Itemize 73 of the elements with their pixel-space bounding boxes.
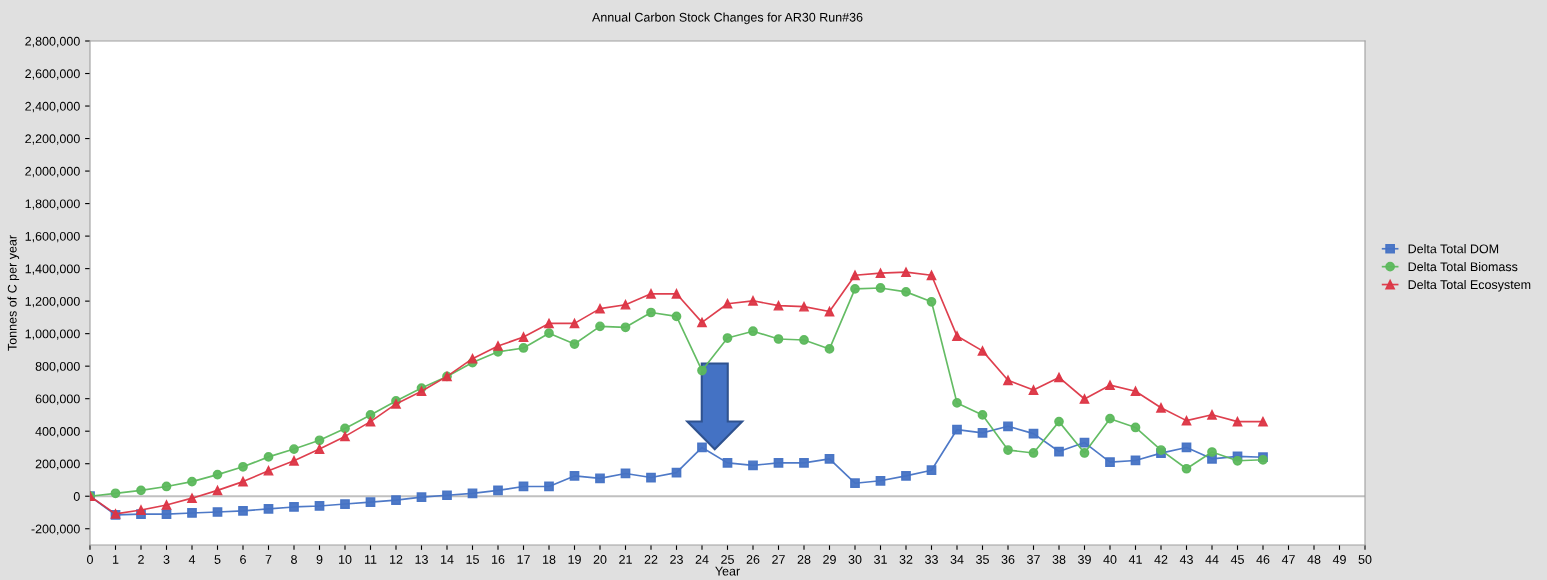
x-tick-label: 50	[1358, 555, 1372, 564]
y-tick-label: 2,200,000	[25, 134, 80, 145]
x-tick-label: 37	[1027, 555, 1040, 564]
y-axis-title: Tonnes of C per year	[7, 235, 20, 351]
x-tick-label: 20	[593, 555, 607, 564]
legend-label: Delta Total Ecosystem	[1408, 279, 1531, 292]
x-tick-label: 19	[568, 555, 581, 564]
x-tick-label: 29	[823, 555, 836, 564]
x-tick-label: 0	[87, 555, 93, 564]
x-tick-label: 4	[188, 555, 196, 564]
x-tick-label: 38	[1052, 555, 1066, 564]
y-tick-label: 600,000	[35, 394, 80, 405]
x-tick-label: 41	[1128, 555, 1142, 564]
x-tick-label: 30	[848, 555, 862, 564]
x-tick-label: 33	[925, 555, 938, 564]
x-tick-label: 47	[1281, 555, 1295, 564]
y-tick-label: 800,000	[35, 361, 80, 373]
x-tick-label: 21	[619, 555, 632, 564]
x-tick-label: 22	[644, 555, 658, 564]
x-tick-label: 24	[695, 555, 709, 564]
x-tick-label: 15	[466, 555, 479, 564]
x-tick-label: 46	[1256, 555, 1270, 564]
y-tick-label: 2,400,000	[25, 101, 80, 113]
x-tick-label: 5	[214, 555, 221, 564]
y-tick-label: 1,200,000	[25, 296, 80, 308]
x-tick-label: 7	[265, 555, 272, 564]
x-tick-label: 12	[390, 555, 403, 564]
x-tick-label: 32	[899, 555, 913, 564]
x-tick-label: 1	[112, 555, 119, 564]
y-tick-label: 400,000	[35, 426, 80, 438]
x-tick-label: 13	[415, 555, 428, 564]
x-tick-label: 28	[797, 555, 811, 564]
x-tick-label: 40	[1103, 555, 1117, 564]
x-tick-label: 9	[316, 555, 323, 564]
y-tick-label: 1,400,000	[25, 264, 80, 275]
y-tick-label: -200,000	[31, 524, 80, 535]
x-tick-label: 49	[1332, 555, 1346, 564]
y-tick-label: 2,800,000	[25, 36, 80, 48]
x-tick-label: 8	[291, 555, 297, 564]
x-tick-label: 34	[950, 555, 964, 564]
y-tick-label: 1,800,000	[25, 199, 80, 210]
x-tick-label: 42	[1154, 555, 1168, 564]
x-axis-title: Year	[715, 566, 740, 576]
x-tick-label: 18	[543, 555, 556, 564]
x-tick-label: 3	[163, 555, 170, 564]
y-tick-label: 2,600,000	[25, 69, 80, 80]
x-tick-label: 45	[1230, 555, 1244, 564]
x-tick-label: 39	[1078, 555, 1091, 564]
x-tick-label: 44	[1205, 555, 1219, 564]
x-tick-label: 27	[772, 555, 785, 564]
y-tick-label: 2,000,000	[25, 166, 80, 178]
y-tick-label: 0	[73, 492, 80, 501]
x-tick-label: 43	[1179, 555, 1193, 564]
y-tick-label: 1,600,000	[25, 231, 80, 243]
x-tick-label: 31	[874, 555, 887, 564]
x-tick-label: 23	[670, 555, 683, 564]
x-tick-label: 25	[721, 555, 734, 564]
x-tick-label: 10	[339, 555, 352, 564]
legend-label: Delta Total DOM	[1408, 244, 1499, 254]
y-tick-label: 200,000	[35, 459, 80, 470]
x-tick-label: 26	[746, 555, 760, 564]
x-tick-label: 11	[364, 555, 377, 564]
x-tick-label: 36	[1001, 555, 1015, 564]
y-tick-label: 1,000,000	[25, 329, 80, 340]
x-tick-label: 2	[138, 555, 144, 564]
x-tick-label: 17	[517, 555, 530, 564]
x-tick-label: 48	[1307, 555, 1321, 564]
x-tick-label: 14	[441, 555, 454, 564]
chart-title: Annual Carbon Stock Changes for AR30 Run#36	[592, 12, 863, 25]
legend-label: Delta Total Biomass	[1408, 261, 1518, 272]
x-tick-label: 35	[976, 555, 989, 564]
x-tick-label: 16	[492, 555, 505, 564]
x-tick-label: 6	[240, 555, 246, 564]
